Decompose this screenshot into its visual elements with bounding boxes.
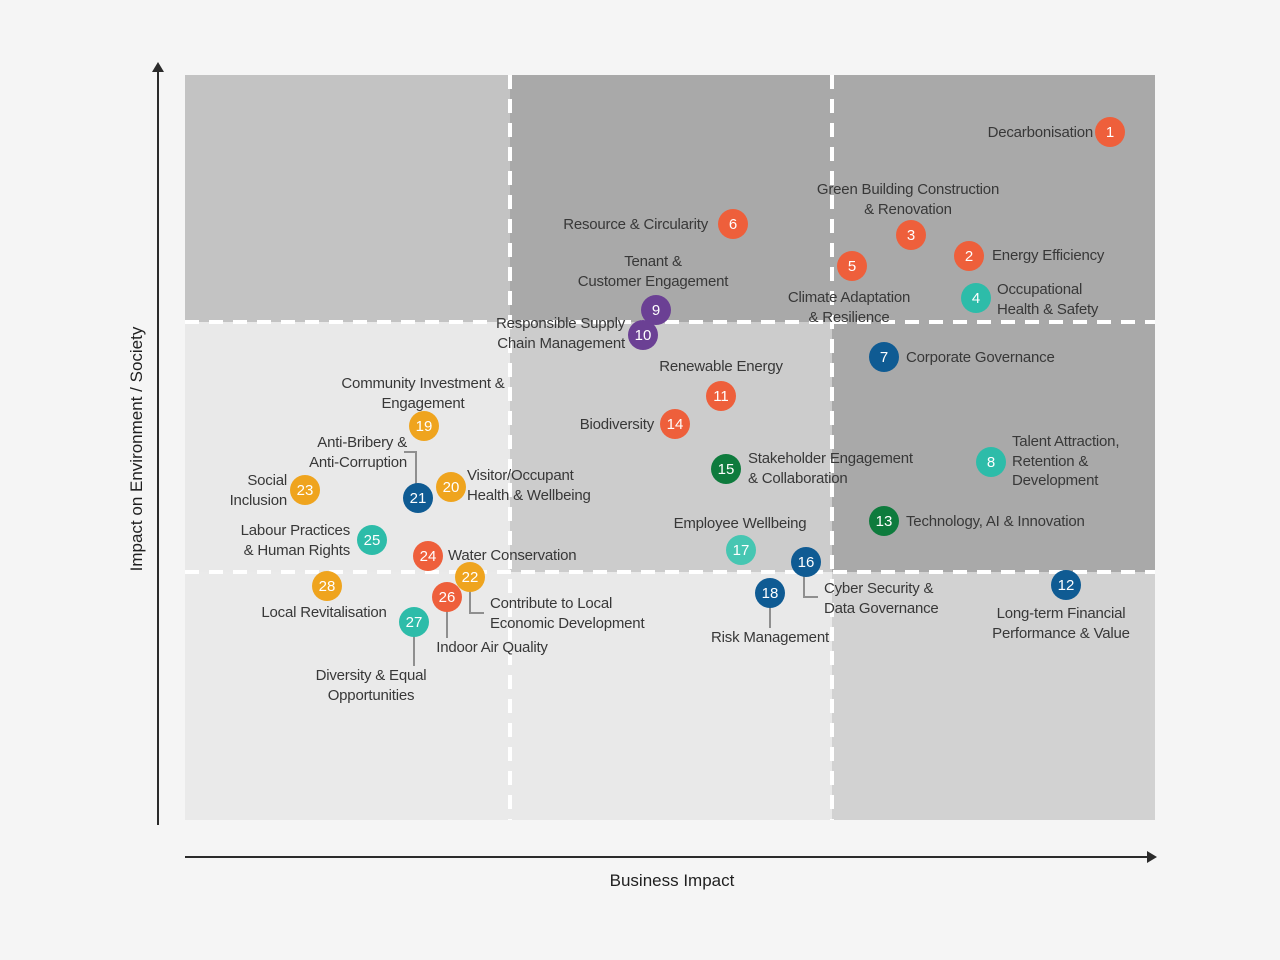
topic-24-bubble: 24 (413, 541, 443, 571)
x-axis-label: Business Impact (609, 871, 735, 890)
dashed-vertical-line-2 (830, 75, 834, 820)
quadrant-cell-r0c2 (832, 75, 1155, 322)
topic-27-connector-line (413, 636, 415, 666)
topic-13-label: Technology, AI & Innovation (906, 513, 1085, 530)
x-axis-line (185, 856, 1147, 858)
topic-26-bubble: 26 (432, 582, 462, 612)
topic-10-bubble: 10 (628, 320, 658, 350)
topic-12-bubble: 12 (1051, 570, 1081, 600)
topic-18-bubble: 18 (755, 578, 785, 608)
dashed-horizontal-line-2 (185, 570, 1155, 574)
topic-15-bubble: 15 (711, 454, 741, 484)
topic-24-label: Water Conservation (448, 547, 577, 564)
topic-4-label: Occupational Health & Safety (997, 281, 1099, 318)
topic-4-bubble: 4 (961, 283, 991, 313)
topic-11-bubble: 11 (706, 381, 736, 411)
topic-16-connector-line (803, 596, 818, 598)
topic-11-label: Renewable Energy (659, 358, 783, 375)
topic-17-bubble: 17 (726, 535, 756, 565)
x-axis-arrowhead-icon (1147, 851, 1157, 863)
topic-3-bubble: 3 (896, 220, 926, 250)
topic-1-bubble: 1 (1095, 117, 1125, 147)
topic-21-connector-line (404, 451, 417, 453)
quadrant-cell-r1c0 (185, 322, 510, 572)
topic-12-label: Long-term Financial Performance & Value (992, 605, 1130, 642)
topic-2-label: Energy Efficiency (992, 247, 1105, 264)
topic-18-label: Risk Management (711, 629, 829, 646)
topic-27-label: Diversity & Equal Opportunities (315, 667, 427, 704)
topic-13-bubble: 13 (869, 506, 899, 536)
quadrant-cell-r2c1 (510, 572, 832, 820)
topic-9-label: Tenant & Customer Engagement (577, 253, 729, 290)
topic-28-bubble: 28 (312, 571, 342, 601)
topic-19-bubble: 19 (409, 411, 439, 441)
quadrant-cell-r2c2 (832, 572, 1155, 820)
topic-16-label: Cyber Security & Data Governance (824, 580, 939, 617)
topic-14-bubble: 14 (660, 409, 690, 439)
topic-23-bubble: 23 (290, 475, 320, 505)
topic-7-bubble: 7 (869, 342, 899, 372)
quadrant-cell-r0c0 (185, 75, 510, 322)
y-axis-line (157, 70, 159, 825)
dashed-horizontal-line-1 (185, 320, 1155, 324)
y-axis-label: Impact on Environment / Society (127, 326, 146, 572)
topic-15-label: Stakeholder Engagement & Collaboration (748, 450, 913, 487)
topic-20-bubble: 20 (436, 472, 466, 502)
topic-21-connector-line (415, 451, 417, 484)
topic-27-bubble: 27 (399, 607, 429, 637)
topic-7-label: Corporate Governance (906, 349, 1055, 366)
topic-21-label: Anti-Bribery & Anti-Corruption (309, 434, 407, 471)
topic-1-label: Decarbonisation (987, 124, 1094, 141)
topic-26-label: Indoor Air Quality (436, 639, 548, 656)
quadrant-cell-r0c1 (510, 75, 832, 322)
topic-10-label: Responsible Supply Chain Management (496, 315, 625, 352)
topic-6-bubble: 6 (718, 209, 748, 239)
topic-26-connector-line (446, 611, 448, 638)
topic-25-bubble: 25 (357, 525, 387, 555)
topic-17-label: Employee Wellbeing (673, 515, 807, 532)
topic-8-label: Talent Attraction, Retention & Development (1012, 433, 1120, 489)
topic-3-label: Green Building Construction & Renovation (816, 181, 1000, 218)
topic-16-bubble: 16 (791, 547, 821, 577)
topic-2-bubble: 2 (954, 241, 984, 271)
topic-23-label: Social Inclusion (229, 472, 288, 509)
topic-21-bubble: 21 (403, 483, 433, 513)
topic-18-connector-line (769, 607, 771, 628)
topic-16-connector-line (803, 576, 805, 598)
topic-6-label: Resource & Circularity (563, 216, 708, 233)
topic-28-label: Local Revitalisation (261, 604, 387, 621)
topic-19-label: Community Investment & Engagement (341, 375, 505, 412)
topic-5-bubble: 5 (837, 251, 867, 281)
topic-20-label: Visitor/Occupant Health & Wellbeing (467, 467, 591, 504)
topic-22-connector-line (469, 591, 471, 614)
quadrant-cell-r2c0 (185, 572, 510, 820)
topic-22-bubble: 22 (455, 562, 485, 592)
topic-14-label: Biodiversity (579, 416, 654, 433)
topic-8-bubble: 8 (976, 447, 1006, 477)
topic-22-connector-line (469, 612, 484, 614)
topic-5-label: Climate Adaptation & Resilience (787, 289, 911, 326)
y-axis-arrowhead-icon (152, 62, 164, 72)
quadrant-cell-r1c1 (510, 322, 832, 572)
topic-22-label: Contribute to Local Economic Development (490, 595, 645, 632)
topic-25-label: Labour Practices & Human Rights (240, 522, 351, 559)
dashed-vertical-line-1 (508, 75, 512, 820)
